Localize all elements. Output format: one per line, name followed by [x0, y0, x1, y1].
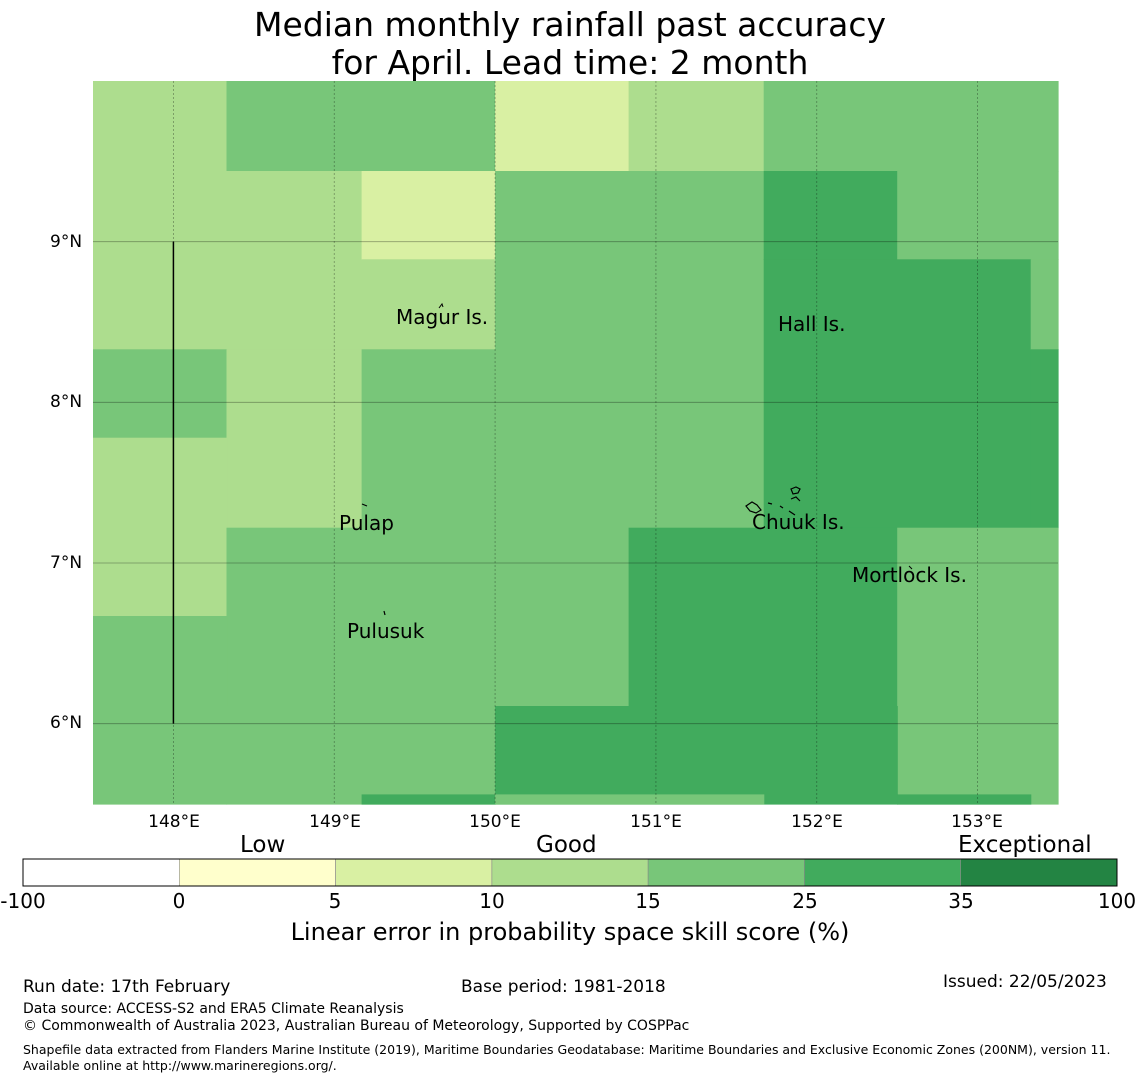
- skill-cell: [763, 171, 898, 260]
- skill-cell: [897, 171, 1059, 260]
- colorbar-frame: [22, 858, 1118, 887]
- graticule: [93, 81, 1058, 804]
- skill-cell: [226, 349, 363, 529]
- skill-cell: [495, 81, 630, 172]
- skill-cell: [361, 349, 496, 529]
- colorbar-bin: [960, 858, 1118, 887]
- place-label-chuuk: Chuuk Is.: [752, 510, 845, 534]
- island-magur: [438, 302, 444, 309]
- colorbar-label: Linear error in probability space skill …: [290, 918, 850, 946]
- copyright: © Commonwealth of Australia 2023, Austra…: [23, 1018, 690, 1034]
- colorbar-tick: 5: [328, 889, 342, 913]
- skill-cell: [495, 794, 765, 805]
- lat-label-6N: 6°N: [50, 713, 83, 733]
- place-label-mortlock: Mortlock Is.: [852, 563, 967, 587]
- shapefile-credit: Shapefile data extracted from Flanders M…: [23, 1042, 1111, 1073]
- place-label-hall: Hall Is.: [778, 312, 846, 336]
- colorbar-tick: 0: [172, 889, 186, 913]
- skill-cell: [93, 81, 228, 172]
- colorbar: [22, 858, 1118, 887]
- lon-label-148E: 148°E: [148, 812, 200, 832]
- lat-label-8N: 8°N: [50, 392, 83, 412]
- colorbar-bin: [647, 858, 805, 887]
- skill-cell: [763, 81, 1059, 172]
- island-pulap: [361, 503, 368, 507]
- skill-cell: [226, 706, 496, 805]
- skill-cell: [495, 706, 898, 805]
- colorbar-bin: [804, 858, 962, 887]
- colorbar-tick: 35: [948, 889, 974, 913]
- map-title-line2: for April. Lead time: 2 month: [331, 43, 809, 82]
- place-label-pulusuk: Pulusuk: [347, 619, 425, 643]
- skill-cell: [628, 527, 898, 707]
- skill-cell: [93, 349, 228, 439]
- lon-label-151E: 151°E: [630, 812, 682, 832]
- colorbar-bin: [335, 858, 493, 887]
- skill-cell: [361, 794, 496, 805]
- skill-cell: [897, 527, 1059, 805]
- skill-cell: [361, 259, 496, 350]
- colorbar-category-good: Good: [536, 832, 597, 858]
- colorbar-category-exceptional: Exceptional: [958, 832, 1092, 858]
- lon-label-150E: 150°E: [469, 812, 521, 832]
- colorbar-category-low: Low: [240, 832, 286, 858]
- colorbar-bin: [179, 858, 336, 887]
- lon-label-153E: 153°E: [951, 812, 1003, 832]
- lat-label-7N: 7°N: [50, 553, 83, 573]
- base-period: Base period: 1981-2018: [461, 977, 666, 997]
- skill-cell: [897, 794, 1032, 805]
- skill-cell: [226, 81, 496, 172]
- colorbar-bin: [22, 858, 180, 887]
- island-pulusuk: [383, 610, 386, 616]
- island-mortlock: [908, 565, 913, 570]
- lat-label-9N: 9°N: [50, 232, 83, 252]
- lon-label-152E: 152°E: [791, 812, 843, 832]
- island-chuuk: [745, 486, 801, 516]
- skill-cell: [93, 171, 363, 350]
- colorbar-tick: 25: [792, 889, 818, 913]
- skill-cell: [763, 259, 1032, 529]
- skill-grid: [93, 81, 1059, 805]
- issued-date: Issued: 22/05/2023: [943, 972, 1107, 992]
- colorbar-tick: 15: [635, 889, 661, 913]
- colorbar-tick: -100: [0, 889, 46, 913]
- map-title-line1: Median monthly rainfall past accuracy: [253, 5, 887, 44]
- colorbar-bin: [491, 858, 649, 887]
- skill-cell: [93, 437, 228, 617]
- skill-cell: [628, 81, 765, 172]
- island-outlines: [361, 302, 913, 616]
- place-label-magur: Magur Is.: [396, 305, 489, 329]
- skill-cell: [361, 171, 496, 260]
- skill-cell: [495, 171, 765, 529]
- lon-label-149E: 149°E: [309, 812, 361, 832]
- skill-cell: [1030, 259, 1059, 350]
- run-date: Run date: 17th February: [23, 977, 231, 997]
- colorbar-tick: 10: [479, 889, 505, 913]
- data-source: Data source: ACCESS-S2 and ERA5 Climate …: [23, 1001, 404, 1017]
- skill-cell: [1030, 349, 1059, 529]
- skill-cell: [226, 527, 630, 707]
- colorbar-tick: 100: [1097, 889, 1137, 913]
- skill-cell: [93, 616, 228, 805]
- place-label-pulap: Pulap: [339, 511, 394, 535]
